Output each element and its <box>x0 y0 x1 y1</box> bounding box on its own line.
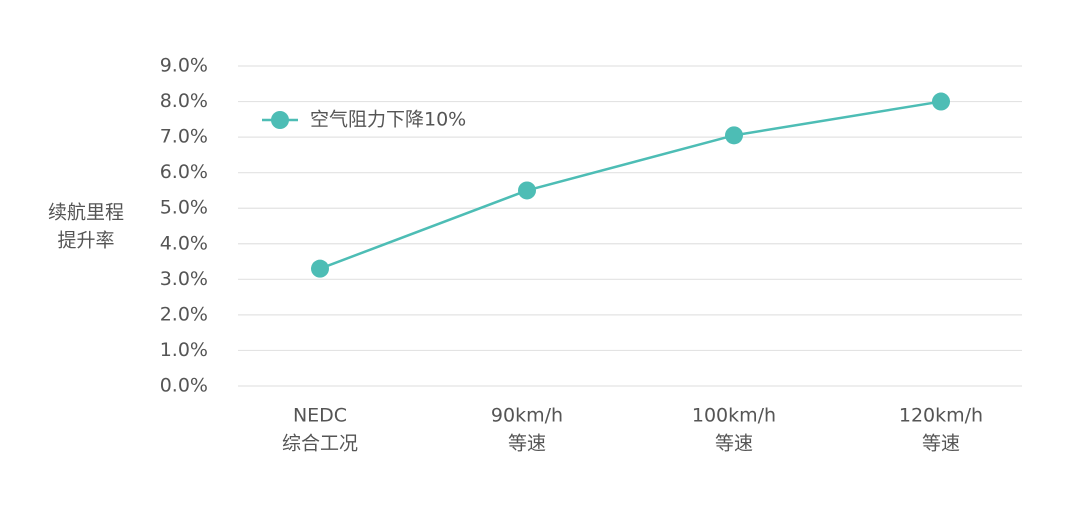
x-tick-label: 等速 <box>715 433 753 455</box>
point <box>725 126 743 145</box>
x-tick-label: 等速 <box>922 433 960 455</box>
y-tick-label: 9.0% <box>160 55 208 77</box>
y-axis-label: 续航里程 <box>48 202 124 224</box>
line <box>319 100 942 270</box>
y-axis-label: 提升率 <box>57 230 114 252</box>
x-tick-label: NEDC <box>293 405 347 427</box>
point <box>932 92 950 111</box>
y-tick-label: 7.0% <box>160 126 208 148</box>
x-tick-label: 120km/h <box>899 405 983 427</box>
x-tick-label: 90km/h <box>491 405 563 427</box>
y-tick-label: 2.0% <box>160 303 208 325</box>
y-tick-label: 1.0% <box>160 339 208 361</box>
y-tick-label: 6.0% <box>160 161 208 183</box>
point <box>518 181 536 200</box>
y-tick-label: 4.0% <box>160 232 208 254</box>
x-tick-label: 等速 <box>508 433 546 455</box>
point <box>311 259 329 278</box>
legend-label: 空气阻力下降10% <box>310 109 466 131</box>
x-tick-label: 综合工况 <box>282 433 358 455</box>
x-tick-label: 100km/h <box>692 405 776 427</box>
legend-marker <box>271 111 289 129</box>
y-tick-label: 8.0% <box>160 90 208 112</box>
y-tick-label: 3.0% <box>160 268 208 290</box>
y-tick-label: 5.0% <box>160 197 208 219</box>
y-tick-label: 0.0% <box>160 375 208 397</box>
